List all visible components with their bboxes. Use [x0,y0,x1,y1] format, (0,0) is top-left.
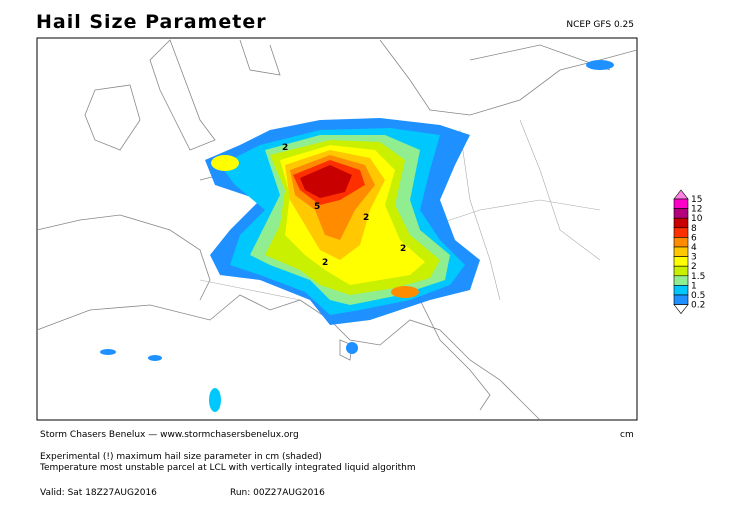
legend-swatch [673,237,689,248]
legend-label: 10 [691,214,703,224]
contour-label: 2 [282,143,288,153]
legend-swatch [673,275,689,286]
valid-time: Valid: Sat 18Z27AUG2016 [40,488,157,498]
legend-swatch [673,285,689,296]
contour-label: 2 [400,244,406,254]
shade-cell [586,60,614,70]
legend-label: 3 [691,253,697,263]
legend-swatch [673,256,689,267]
border [199,279,301,301]
contour-label: 5 [314,202,320,212]
shade-cell [148,355,162,361]
coast-med [36,294,541,421]
legend-swatch [673,294,689,305]
legend-label: 1 [691,281,697,291]
legend-label: 6 [691,233,697,243]
run-time: Run: 00Z27AUG2016 [230,488,325,498]
method: Temperature most unstable parcel at LCL … [39,463,416,473]
shade-cell [211,155,239,171]
credit: Storm Chasers Benelux — www.stormchasers… [40,430,299,440]
description: Experimental (!) maximum hail size param… [40,452,322,462]
coast-britain [149,39,216,151]
legend-label: 12 [691,205,702,215]
model-source: NCEP GFS 0.25 [566,20,634,30]
legend-label: 2 [691,262,697,272]
legend-label: 4 [691,243,697,253]
legend-label: 8 [691,224,697,234]
unit: cm [620,430,634,440]
coast-norway [239,39,281,76]
legend-swatch [673,265,689,277]
shade-cell [209,388,221,412]
coast-biscay [36,214,211,301]
contour-labels: 2 5 2 2 2 [282,143,406,268]
shade-cell [100,349,116,355]
legend-label: 0.2 [691,301,705,311]
hail-field [100,60,614,412]
title: Hail Size Parameter [36,11,267,33]
shade-8 [300,165,352,198]
border [459,129,501,301]
legend-arrow [673,189,689,200]
contour-label: 2 [322,258,328,268]
legend-label: 1.5 [691,272,705,282]
legend-swatch [673,227,689,238]
map: 2 5 2 2 2 [36,37,638,421]
legend-label: 0.5 [691,291,705,301]
coast-italy [419,299,491,411]
legend-swatch [673,246,689,257]
shade-cell [346,342,358,354]
coast-ireland [84,84,141,151]
contour-label: 2 [363,213,369,223]
shade-cell [391,286,419,298]
legend-swatch [673,208,689,219]
legend-swatch [673,198,689,209]
legend-label: 15 [691,195,702,205]
border [519,119,601,261]
coast-corsica [339,339,353,361]
legend-arrow [673,304,689,315]
coast-sweden [469,44,611,71]
legend-swatch [673,217,689,229]
